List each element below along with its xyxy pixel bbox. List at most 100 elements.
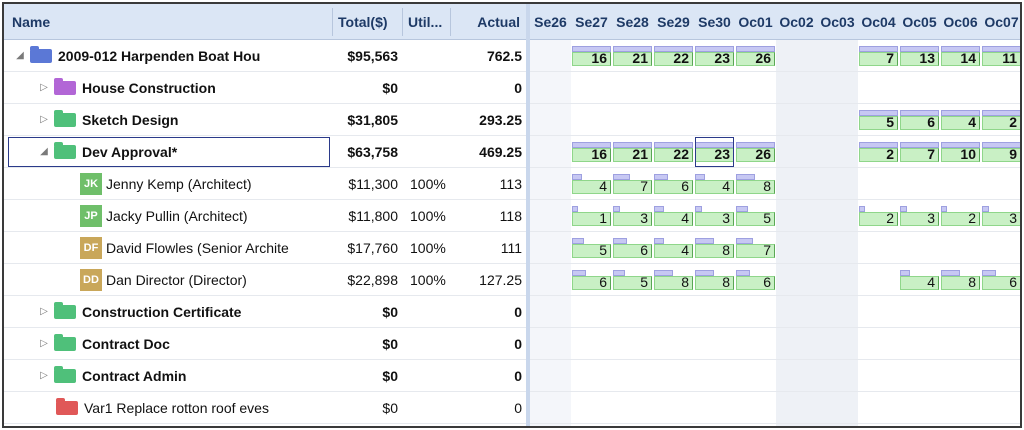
allocation-cell[interactable]: 10	[941, 142, 980, 162]
task-row[interactable]: ◢ 2009-012 Harpenden Boat Hou $95,563 762.5	[4, 40, 526, 72]
resource-row[interactable]: JK Jenny Kemp (Architect) $11,300 100% 113	[4, 168, 526, 200]
allocation-cell[interactable]: 4	[941, 110, 980, 130]
row-util	[410, 104, 452, 136]
column-separator[interactable]	[402, 8, 403, 36]
resource-row[interactable]: DD Dan Director (Director) $22,898 100% 127.…	[4, 264, 526, 296]
date-header-oc06[interactable]: Oc06	[943, 14, 978, 30]
column-header-name[interactable]: Name	[12, 14, 51, 30]
expand-arrow-icon[interactable]: ▷	[40, 370, 48, 381]
collapse-arrow-icon[interactable]: ◢	[40, 146, 48, 157]
allocation-cell[interactable]: 6	[736, 270, 775, 290]
allocation-cell[interactable]: 8	[654, 270, 693, 290]
allocation-cell[interactable]: 6	[900, 110, 939, 130]
allocation-cell[interactable]: 2	[859, 142, 898, 162]
allocation-cell[interactable]: 6	[654, 174, 693, 194]
allocation-cell[interactable]: 13	[900, 46, 939, 66]
allocation-cell[interactable]: 2	[982, 110, 1020, 130]
allocation-cell[interactable]: 4	[654, 238, 693, 258]
allocation-cell[interactable]: 3	[695, 206, 734, 226]
column-header-util[interactable]: Util...	[408, 14, 443, 30]
allocation-cell[interactable]: 11	[982, 46, 1020, 66]
allocation-cell[interactable]: 4	[654, 206, 693, 226]
date-header-se26[interactable]: Se26	[534, 14, 567, 30]
allocation-cell[interactable]: 9	[982, 142, 1020, 162]
allocation-cell[interactable]: 26	[736, 142, 775, 162]
column-separator[interactable]	[450, 8, 451, 36]
allocation-cell[interactable]: 21	[613, 46, 652, 66]
task-row[interactable]: ▷ Contract Admin $0 0	[4, 360, 526, 392]
expand-arrow-icon[interactable]: ▷	[40, 82, 48, 93]
allocation-cell[interactable]: 2	[859, 206, 898, 226]
date-header-se28[interactable]: Se28	[616, 14, 649, 30]
column-header-total[interactable]: Total($)	[338, 14, 388, 30]
allocation-cell[interactable]: 3	[613, 206, 652, 226]
task-row[interactable]: ◢ Dev Approval* $63,758 469.25	[4, 136, 526, 168]
date-header-oc01[interactable]: Oc01	[738, 14, 773, 30]
date-header-oc04[interactable]: Oc04	[861, 14, 896, 30]
expand-arrow-icon[interactable]: ▷	[40, 114, 48, 125]
date-header-se29[interactable]: Se29	[657, 14, 690, 30]
allocation-cell[interactable]: 4	[695, 174, 734, 194]
task-row[interactable]: ▷ Construction Certificate $0 0	[4, 296, 526, 328]
row-util	[410, 296, 452, 328]
allocation-cell[interactable]: 7	[613, 174, 652, 194]
date-header-oc03[interactable]: Oc03	[820, 14, 855, 30]
date-header-oc05[interactable]: Oc05	[902, 14, 937, 30]
allocation-cell[interactable]: 5	[736, 206, 775, 226]
allocation-cell[interactable]: 8	[695, 270, 734, 290]
allocation-cell[interactable]: 23	[695, 46, 734, 66]
allocation-cell[interactable]: 26	[736, 46, 775, 66]
allocation-cell[interactable]: 2	[941, 206, 980, 226]
allocation-cell[interactable]: 8	[695, 238, 734, 258]
allocation-cell[interactable]: 8	[941, 270, 980, 290]
allocation-cell[interactable]: 7	[859, 46, 898, 66]
resource-row[interactable]: DF David Flowles (Senior Archite $17,760 10…	[4, 232, 526, 264]
task-row[interactable]: ▷ Sketch Design $31,805 293.25	[4, 104, 526, 136]
allocation-cell[interactable]: 16	[572, 142, 611, 162]
allocation-cell[interactable]: 3	[900, 206, 939, 226]
folder-blue-icon	[30, 46, 52, 63]
row-actual: 0	[514, 336, 522, 352]
allocation-value: 10	[960, 146, 976, 162]
column-header-actual[interactable]: Actual	[477, 14, 520, 30]
allocation-cell[interactable]: 5	[572, 238, 611, 258]
allocation-cell[interactable]: 1	[572, 206, 611, 226]
allocation-bar	[736, 244, 775, 258]
allocation-cell[interactable]: 22	[654, 46, 693, 66]
task-row[interactable]: ▷ Contract Doc $0 0	[4, 328, 526, 360]
expand-arrow-icon[interactable]: ▷	[40, 338, 48, 349]
allocation-cell[interactable]: 6	[982, 270, 1020, 290]
allocation-cell[interactable]: 5	[859, 110, 898, 130]
allocation-cell[interactable]: 4	[900, 270, 939, 290]
date-header-se30[interactable]: Se30	[698, 14, 731, 30]
date-header-oc02[interactable]: Oc02	[779, 14, 814, 30]
resource-row[interactable]: JP Jacky Pullin (Architect) $11,800 100% 118	[4, 200, 526, 232]
column-separator[interactable]	[332, 8, 333, 36]
weekend-column	[530, 40, 571, 426]
row-name: Dan Director (Director)	[106, 272, 247, 288]
allocation-cell[interactable]: 7	[736, 238, 775, 258]
allocation-cell[interactable]: 7	[900, 142, 939, 162]
task-row[interactable]: Var1 Replace rotton roof eves $0 0	[4, 392, 526, 424]
allocation-cell[interactable]: 6	[613, 238, 652, 258]
grid-splitter[interactable]	[526, 4, 530, 426]
date-header-oc07[interactable]: Oc07	[984, 14, 1019, 30]
expand-arrow-icon[interactable]: ▷	[40, 306, 48, 317]
allocation-cell[interactable]: 16	[572, 46, 611, 66]
allocation-value: 8	[681, 274, 689, 290]
allocation-bar	[654, 180, 693, 194]
date-header-se27[interactable]: Se27	[575, 14, 608, 30]
allocation-cell[interactable]: 22	[654, 142, 693, 162]
allocation-cell[interactable]: 8	[736, 174, 775, 194]
allocation-cell[interactable]: 21	[613, 142, 652, 162]
allocation-cell[interactable]: 3	[982, 206, 1020, 226]
allocation-cell[interactable]: 5	[613, 270, 652, 290]
capacity-bar	[654, 142, 693, 148]
collapse-arrow-icon[interactable]: ◢	[16, 50, 24, 61]
allocation-cell[interactable]: 6	[572, 270, 611, 290]
allocation-cell[interactable]: 4	[572, 174, 611, 194]
allocation-value: 5	[886, 114, 894, 130]
allocation-bar	[613, 244, 652, 258]
task-row[interactable]: ▷ House Construction $0 0	[4, 72, 526, 104]
allocation-cell[interactable]: 14	[941, 46, 980, 66]
